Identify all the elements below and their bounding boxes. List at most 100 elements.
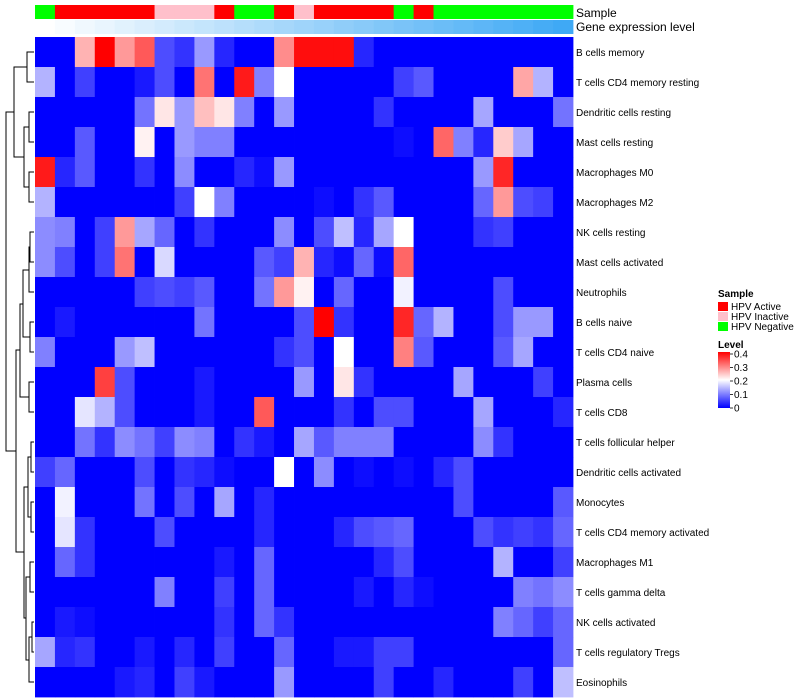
- heatmap-cell: [234, 517, 255, 548]
- heatmap-cell: [393, 577, 414, 608]
- heatmap-cell: [513, 637, 534, 668]
- heatmap-cell: [473, 217, 494, 248]
- heatmap-cell: [333, 607, 355, 638]
- heatmap-cell: [214, 667, 235, 698]
- heatmap-cell: [194, 487, 215, 518]
- heatmap-cell: [533, 667, 554, 698]
- heatmap-cell: [254, 97, 275, 128]
- sample-annotation-cell: [214, 5, 235, 19]
- heatmap-cell: [313, 547, 335, 578]
- heatmap-cell: [134, 307, 155, 338]
- heatmap-cell: [214, 217, 235, 248]
- heatmap-cell: [353, 457, 375, 488]
- row-label: T cells follicular helper: [576, 438, 675, 449]
- heatmap-cell: [513, 37, 534, 68]
- heatmap-cell: [493, 277, 514, 308]
- heatmap-cells: [35, 37, 574, 698]
- heatmap-cell: [294, 367, 315, 398]
- heatmap-cell: [74, 547, 96, 578]
- heatmap-cell: [54, 667, 76, 698]
- heatmap-cell: [553, 607, 574, 638]
- heatmap-cell: [154, 307, 175, 338]
- heatmap-cell: [154, 277, 175, 308]
- sample-annotation-cell: [433, 5, 454, 19]
- heatmap-cell: [54, 337, 76, 368]
- heatmap-cell: [513, 367, 534, 398]
- heatmap-cell: [333, 67, 355, 98]
- heatmap-cell: [493, 547, 514, 578]
- heatmap-cell: [333, 337, 355, 368]
- heatmap-cell: [294, 637, 315, 668]
- heatmap-cell: [373, 397, 395, 428]
- heatmap-cell: [294, 517, 315, 548]
- heatmap-cell: [154, 667, 175, 698]
- heatmap-cell: [214, 97, 235, 128]
- heatmap-cell: [134, 607, 155, 638]
- heatmap-cell: [35, 337, 56, 368]
- heatmap-cell: [493, 517, 514, 548]
- heatmap-cell: [234, 37, 255, 68]
- heatmap-cell: [553, 97, 574, 128]
- heatmap-cell: [333, 637, 355, 668]
- heatmap-cell: [333, 427, 355, 458]
- heatmap-cell: [294, 97, 315, 128]
- heatmap-cell: [413, 157, 434, 188]
- expression-level-cell: [74, 20, 96, 34]
- heatmap-cell: [453, 277, 474, 308]
- heatmap-cell: [254, 247, 275, 278]
- heatmap-cell: [254, 337, 275, 368]
- heatmap-cell: [533, 577, 554, 608]
- heatmap-cell: [433, 547, 454, 578]
- heatmap-cell: [74, 457, 96, 488]
- heatmap-cell: [134, 187, 155, 218]
- expression-level-cell: [274, 20, 295, 34]
- heatmap-cell: [513, 457, 534, 488]
- heatmap-cell: [35, 547, 56, 578]
- heatmap-cell: [533, 367, 554, 398]
- heatmap-cell: [154, 247, 175, 278]
- heatmap-cell: [493, 247, 514, 278]
- heatmap-cell: [94, 367, 116, 398]
- heatmap-cell: [473, 427, 494, 458]
- expression-level-cell: [433, 20, 454, 34]
- heatmap-cell: [453, 637, 474, 668]
- heatmap-cell: [433, 157, 454, 188]
- heatmap-cell: [35, 67, 56, 98]
- heatmap-cell: [473, 577, 494, 608]
- heatmap-cell: [54, 157, 76, 188]
- heatmap-cell: [353, 517, 375, 548]
- row-label: Monocytes: [576, 498, 624, 509]
- heatmap-cell: [254, 307, 275, 338]
- heatmap-cell: [134, 427, 155, 458]
- heatmap-cell: [294, 127, 315, 158]
- heatmap-cell: [413, 277, 434, 308]
- heatmap-cell: [393, 187, 414, 218]
- heatmap-cell: [194, 637, 215, 668]
- heatmap-cell: [533, 37, 554, 68]
- heatmap-cell: [413, 307, 434, 338]
- heatmap-cell: [493, 307, 514, 338]
- heatmap-cell: [333, 517, 355, 548]
- heatmap-cell: [373, 547, 395, 578]
- heatmap-cell: [294, 487, 315, 518]
- heatmap-cell: [274, 637, 295, 668]
- heatmap-cell: [194, 127, 215, 158]
- heatmap-cell: [313, 187, 335, 218]
- legend-label: HPV Negative: [731, 322, 794, 333]
- heatmap-cell: [194, 517, 215, 548]
- heatmap-cell: [154, 637, 175, 668]
- heatmap-cell: [114, 397, 136, 428]
- heatmap-cell: [413, 427, 434, 458]
- heatmap-cell: [114, 97, 136, 128]
- heatmap-cell: [214, 187, 235, 218]
- heatmap-cell: [274, 367, 295, 398]
- heatmap-cell: [274, 337, 295, 368]
- sample-annotation-cell: [493, 5, 514, 19]
- heatmap-cell: [35, 577, 56, 608]
- heatmap-cell: [373, 97, 395, 128]
- expression-level-cell: [214, 20, 235, 34]
- heatmap-cell: [74, 337, 96, 368]
- heatmap-cell: [373, 67, 395, 98]
- heatmap-cell: [373, 187, 395, 218]
- heatmap-cell: [234, 427, 255, 458]
